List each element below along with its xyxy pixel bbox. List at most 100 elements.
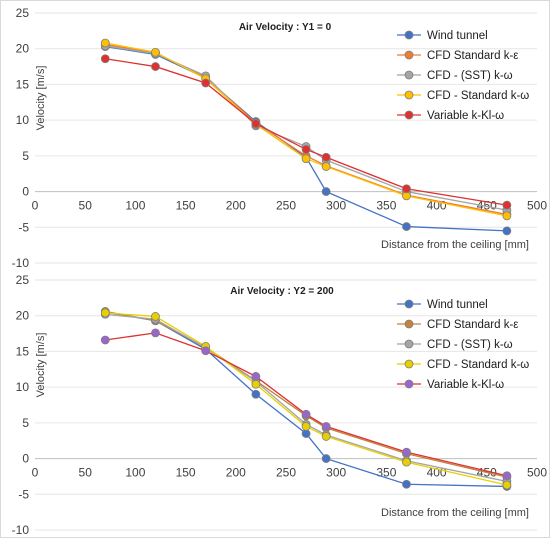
series-line — [105, 310, 508, 478]
data-point — [502, 211, 512, 221]
y-axis-label: Velocity [m/s] — [35, 333, 47, 398]
x-tick-label: 300 — [326, 199, 346, 213]
data-point — [100, 335, 110, 345]
series-3 — [100, 308, 512, 490]
legend-swatch-marker — [404, 359, 414, 369]
data-point — [100, 54, 110, 64]
y-tick-label: 10 — [16, 380, 30, 394]
series-line — [105, 313, 508, 483]
data-point — [502, 226, 512, 236]
data-point — [321, 162, 331, 171]
y-tick-label: -5 — [18, 487, 29, 501]
y-tick-label: 10 — [16, 113, 30, 127]
data-point — [301, 145, 311, 154]
y-axis-label: Velocity [m/s] — [35, 66, 47, 131]
data-point — [321, 432, 331, 441]
chart-title: Air Velocity : Y1 = 0 — [239, 22, 332, 33]
data-point — [151, 328, 160, 338]
data-point — [201, 346, 211, 356]
data-point — [301, 154, 311, 164]
x-tick-label: 250 — [276, 199, 296, 213]
data-point — [402, 222, 411, 231]
legend-entry: Variable k-Kl-ω — [427, 379, 504, 391]
data-point — [251, 119, 261, 129]
series-line — [105, 332, 508, 477]
legend-entry: CFD - Standard k-ω — [427, 359, 529, 371]
legend-swatch-marker — [404, 339, 414, 349]
legend-swatch-marker — [404, 299, 414, 309]
x-tick-label: 350 — [376, 199, 396, 213]
legend-swatch-marker — [404, 319, 414, 329]
y-tick-label: 20 — [16, 42, 30, 56]
data-point — [502, 471, 512, 481]
x-tick-label: 100 — [125, 466, 145, 480]
x-tick-label: 0 — [32, 466, 39, 480]
y-tick-label: -5 — [18, 220, 29, 234]
legend-entry: CFD Standard k-ε — [427, 319, 518, 331]
data-point — [402, 184, 411, 194]
legend-swatch-marker — [404, 379, 414, 389]
y-tick-label: 5 — [22, 149, 29, 163]
y-tick-label: 0 — [22, 452, 29, 466]
x-tick-label: 50 — [79, 199, 93, 213]
legend-entry: CFD - Standard k-ω — [427, 90, 529, 102]
series-line — [105, 42, 508, 217]
data-point — [151, 62, 160, 71]
data-point — [402, 479, 411, 489]
legend-swatch-marker — [404, 30, 414, 40]
data-point — [151, 47, 160, 57]
data-point — [151, 312, 160, 321]
data-point — [201, 78, 211, 88]
legend-swatch-marker — [404, 50, 414, 60]
legend-entry: Wind tunnel — [427, 30, 488, 42]
y-tick-label: 25 — [16, 6, 30, 20]
x-tick-label: 50 — [79, 466, 93, 480]
y-tick-label: 0 — [22, 185, 29, 199]
data-point — [321, 422, 331, 431]
y-tick-label: 5 — [22, 416, 29, 430]
x-tick-label: 150 — [176, 199, 196, 213]
x-axis-label: Distance from the ceiling [mm] — [381, 239, 529, 251]
legend-entry: CFD - (SST) k-ω — [427, 70, 513, 82]
data-point — [251, 389, 261, 399]
x-tick-label: 300 — [326, 466, 346, 480]
legend-entry: CFD Standard k-ε — [427, 50, 518, 62]
data-point — [100, 38, 110, 48]
series-line — [105, 58, 507, 206]
data-point — [100, 308, 110, 318]
x-tick-label: 200 — [226, 199, 246, 213]
data-point — [321, 152, 331, 162]
series-3 — [100, 38, 512, 221]
series-line — [105, 312, 508, 486]
legend-swatch-marker — [404, 110, 414, 120]
x-tick-label: 150 — [176, 466, 196, 480]
legend-swatch-marker — [404, 90, 414, 100]
legend-entry: CFD - (SST) k-ω — [427, 339, 513, 351]
series-4 — [100, 54, 512, 210]
x-tick-label: 0 — [32, 199, 39, 213]
x-tick-label: 500 — [527, 466, 547, 480]
data-point — [301, 422, 311, 431]
y-tick-label: 15 — [16, 344, 30, 358]
data-point — [251, 372, 261, 381]
y-tick-label: 25 — [16, 273, 30, 287]
data-point — [251, 379, 261, 389]
data-point — [321, 187, 331, 196]
data-point — [502, 480, 512, 490]
y-tick-label: 15 — [16, 77, 30, 91]
legend-entry: Variable k-Kl-ω — [427, 110, 504, 122]
data-point — [502, 200, 512, 210]
x-tick-label: 400 — [427, 466, 447, 480]
y-tick-label: 20 — [16, 309, 30, 323]
x-tick-label: 200 — [226, 466, 246, 480]
legend-entry: Wind tunnel — [427, 299, 488, 311]
data-point — [321, 454, 331, 463]
data-point — [402, 447, 411, 457]
x-tick-label: 500 — [527, 199, 547, 213]
x-axis-label: Distance from the ceiling [mm] — [381, 507, 529, 519]
data-point — [402, 457, 411, 467]
series-4 — [100, 328, 512, 481]
